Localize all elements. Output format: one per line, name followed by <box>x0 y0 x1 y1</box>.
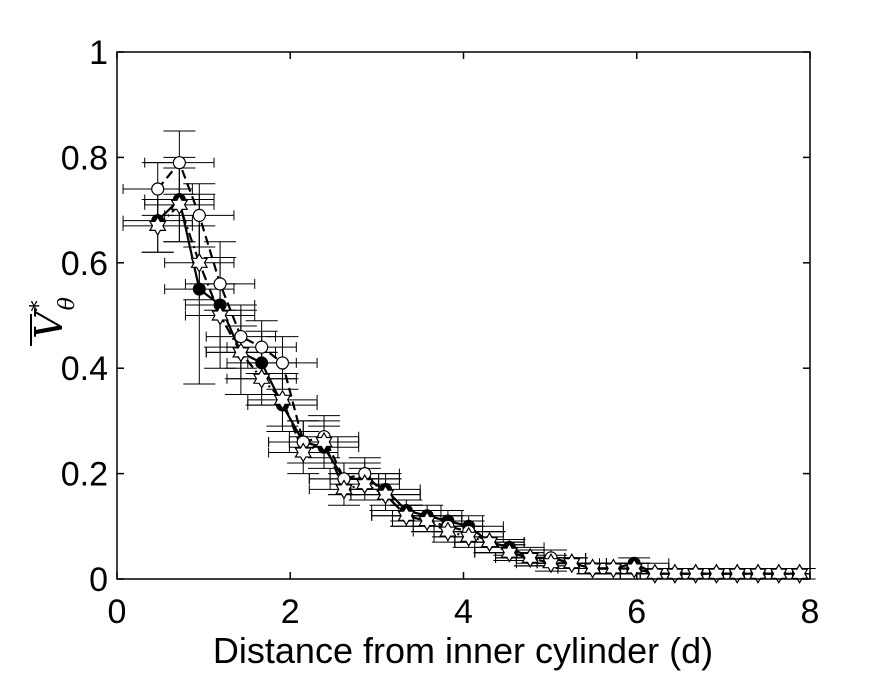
data-point-open-star <box>583 558 602 579</box>
x-tick-label: 0 <box>108 593 127 631</box>
y-axis-label-superscript: * <box>27 300 52 311</box>
data-point-open-circle <box>255 340 269 354</box>
data-point-open-circle <box>234 329 248 344</box>
y-tick-label: 0.8 <box>61 139 108 177</box>
y-axis-label-subscript: θ <box>55 297 80 310</box>
y-tick-label: 0.4 <box>61 350 108 388</box>
data-point-open-star <box>749 563 767 584</box>
data-point-filled-circle <box>255 356 269 370</box>
data-point-open-star <box>686 563 705 584</box>
data-point-open-star <box>252 368 271 389</box>
data-point-open-star <box>604 558 623 579</box>
data-point-open-star <box>459 526 478 547</box>
data-point-open-star <box>397 505 416 526</box>
x-tick-label: 8 <box>801 593 820 631</box>
data-point-open-circle <box>192 208 206 222</box>
data-point-open-circle <box>275 356 290 370</box>
data-point-open-circle <box>151 182 165 196</box>
data-point-open-star <box>273 389 292 410</box>
data-point-open-star <box>439 521 457 542</box>
data-point-filled-circle <box>192 282 206 296</box>
data-point-open-star <box>376 484 395 505</box>
data-point-open-star <box>211 305 229 326</box>
svg-text:V*θ: V* θ <box>27 297 80 339</box>
x-tick-label: 6 <box>627 593 646 631</box>
y-tick-label: 1 <box>89 34 108 72</box>
data-point-open-star <box>315 431 333 453</box>
data-point-open-star <box>355 473 374 495</box>
data-point-open-circle <box>172 156 186 170</box>
error-bars <box>122 130 816 580</box>
y-tick-label: 0.2 <box>61 456 108 494</box>
data-point-open-star <box>190 252 209 273</box>
data-point-open-star <box>790 563 809 584</box>
y-axis-label-base: V <box>27 308 71 339</box>
y-axis-label: V* θ <box>27 297 80 346</box>
x-axis-label: Distance from inner cylinder (d) <box>213 630 713 671</box>
y-tick-label: 0 <box>89 561 108 599</box>
axis-ticks <box>116 51 811 580</box>
series-line-3 <box>156 202 800 575</box>
data-point-open-star <box>480 531 499 553</box>
data-point-open-star <box>769 563 788 584</box>
y-tick-labels: 0 0.2 0.4 0.6 0.8 1 <box>61 34 108 599</box>
data-point-open-star <box>542 553 560 574</box>
data-point-open-star <box>728 563 747 584</box>
data-point-open-star <box>170 194 189 215</box>
data-point-open-star <box>707 563 726 584</box>
y-tick-label: 0.6 <box>61 245 108 283</box>
data-point-open-star <box>418 510 436 532</box>
data-point-open-star <box>148 215 167 237</box>
data-point-open-star <box>646 563 664 584</box>
data-point-open-star <box>625 558 643 579</box>
data-point-open-star <box>500 542 519 563</box>
series-markers <box>148 156 809 584</box>
series-line-1 <box>156 197 800 575</box>
data-point-open-star <box>521 547 540 569</box>
data-point-open-star <box>294 442 313 463</box>
x-tick-label: 2 <box>281 593 300 631</box>
data-point-open-circle <box>213 277 227 291</box>
data-point-open-star <box>666 563 684 584</box>
data-point-open-star <box>335 479 353 500</box>
data-point-open-star <box>562 553 581 574</box>
x-tick-labels: 0 2 4 6 8 <box>108 593 820 631</box>
data-point-open-star <box>232 342 250 363</box>
x-tick-label: 4 <box>454 593 473 631</box>
